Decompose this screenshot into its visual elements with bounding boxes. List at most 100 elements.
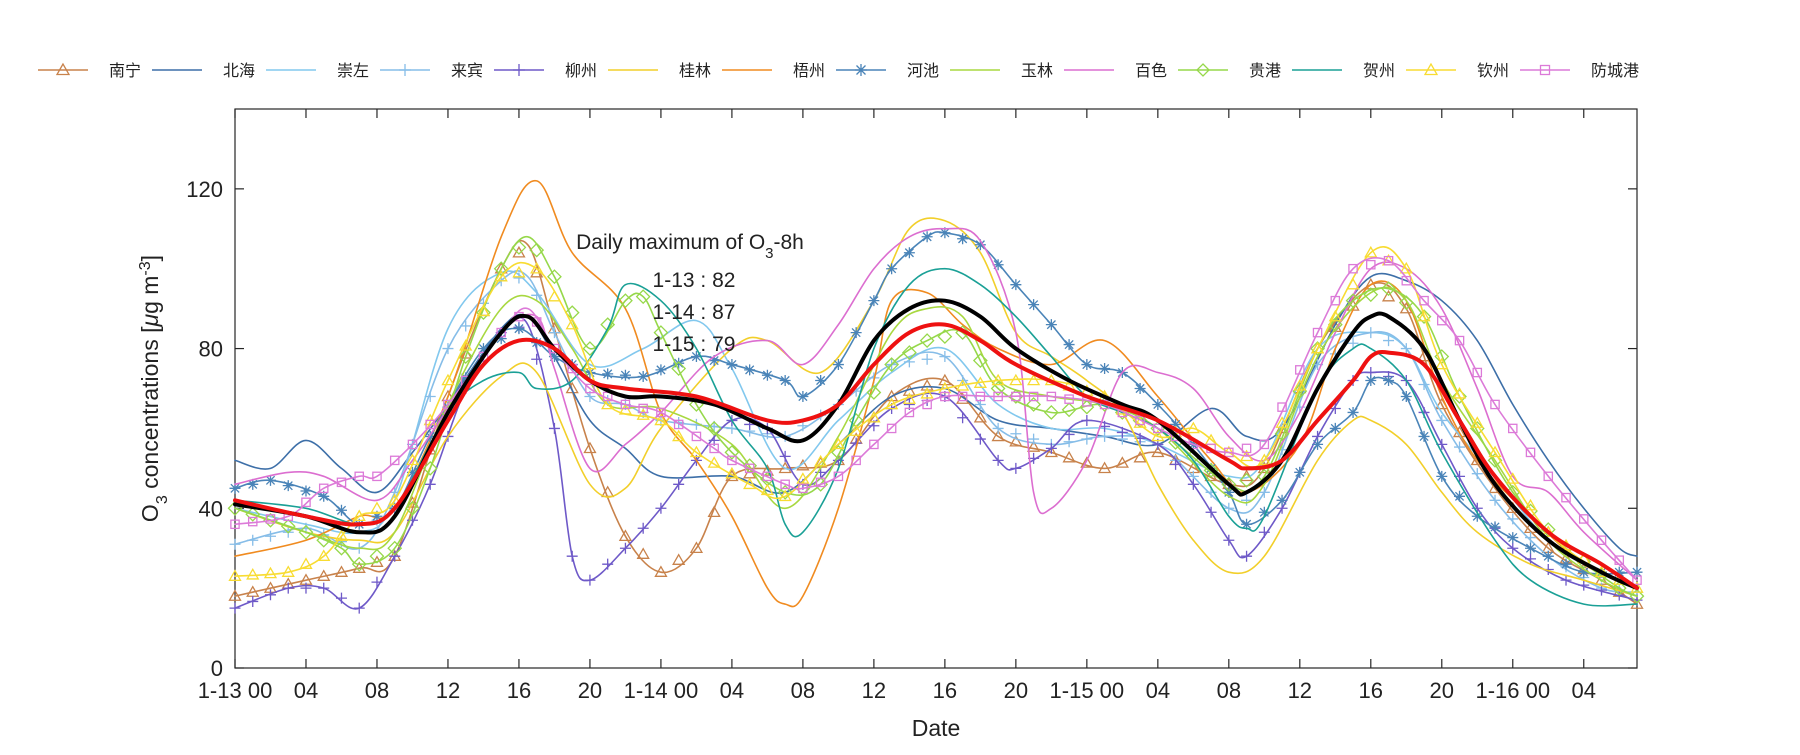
data-point xyxy=(369,548,385,564)
data-point xyxy=(1398,295,1414,311)
x-tick-label: 04 xyxy=(1146,678,1170,703)
data-point xyxy=(1011,391,1021,402)
series-station-6 xyxy=(234,180,1638,608)
data-point xyxy=(229,538,241,550)
data-point xyxy=(831,437,846,450)
data-point xyxy=(282,582,294,594)
data-point xyxy=(833,471,844,482)
data-point xyxy=(1418,379,1430,391)
data-point xyxy=(1241,443,1252,454)
data-point xyxy=(1489,521,1501,533)
data-point xyxy=(993,391,1003,402)
data-point xyxy=(1310,341,1325,354)
data-point xyxy=(956,379,970,391)
data-point xyxy=(1203,462,1219,478)
data-point xyxy=(744,364,756,376)
data-point xyxy=(282,480,294,492)
series-layer xyxy=(227,180,1645,614)
legend-label: 百色 xyxy=(1135,62,1167,80)
x-tick-label: 1-13 00 xyxy=(198,678,273,703)
data-point xyxy=(1061,402,1077,418)
data-point xyxy=(1116,426,1128,438)
data-point xyxy=(406,466,418,478)
data-point xyxy=(583,441,597,454)
x-tick-label: 1-14 00 xyxy=(624,678,699,703)
data-point xyxy=(547,289,562,302)
data-point xyxy=(1170,458,1182,470)
series-station-3 xyxy=(229,270,1643,598)
data-point xyxy=(476,305,491,321)
data-point xyxy=(354,471,365,482)
data-point xyxy=(1009,434,1023,447)
data-point xyxy=(656,407,666,418)
data-point xyxy=(1561,492,1571,503)
data-point xyxy=(334,565,349,577)
data-point xyxy=(972,353,988,368)
data-point xyxy=(1170,431,1181,442)
data-point xyxy=(1010,462,1022,474)
data-point xyxy=(671,361,687,376)
data-point xyxy=(1489,494,1501,506)
data-point xyxy=(1400,343,1412,355)
x-tick-label: 04 xyxy=(720,678,744,703)
data-point xyxy=(867,410,881,423)
data-point xyxy=(1223,534,1235,546)
data-point xyxy=(1043,405,1059,420)
data-point xyxy=(318,490,330,502)
data-point xyxy=(1259,439,1270,450)
series-line xyxy=(234,217,1638,597)
data-point xyxy=(1578,566,1590,578)
annotation-title-part: 3 xyxy=(765,245,773,262)
legend-item: 防城港 xyxy=(1520,62,1639,80)
data-point xyxy=(760,483,775,496)
data-point xyxy=(886,423,897,434)
data-point xyxy=(1348,263,1358,274)
y-axis-title-part: -3 xyxy=(137,261,154,275)
x-tick-label: 08 xyxy=(365,678,389,703)
data-point xyxy=(600,317,616,333)
data-point xyxy=(866,385,882,400)
data-point xyxy=(1578,579,1590,591)
data-point xyxy=(743,477,757,490)
data-point xyxy=(1223,502,1235,514)
data-point xyxy=(247,595,259,607)
data-point xyxy=(529,242,545,258)
data-point xyxy=(1419,295,1429,306)
series-station-5 xyxy=(234,217,1638,597)
data-point xyxy=(531,353,543,365)
y-axis-title-part: 3 xyxy=(154,495,171,504)
data-point xyxy=(263,566,278,579)
data-point xyxy=(708,355,720,367)
x-tick-label: 20 xyxy=(1430,678,1454,703)
data-point xyxy=(441,373,455,386)
legend-item: 贺州 xyxy=(1292,62,1395,80)
data-point xyxy=(280,518,296,534)
data-point xyxy=(1329,422,1341,434)
annotation-line: 1-13 : 82 xyxy=(653,269,736,292)
data-point xyxy=(1133,416,1147,428)
data-point xyxy=(635,289,651,305)
data-point xyxy=(1081,414,1093,426)
data-point xyxy=(653,325,669,341)
y-axis-title-part: concentrations [ xyxy=(137,326,163,495)
data-point xyxy=(351,556,367,572)
data-point xyxy=(726,359,738,371)
data-point xyxy=(673,419,684,430)
data-point xyxy=(957,412,969,424)
data-point xyxy=(442,401,454,413)
data-point xyxy=(1614,555,1625,565)
x-tick-label: 20 xyxy=(578,678,602,703)
data-point xyxy=(673,357,685,369)
data-point xyxy=(1507,532,1519,544)
data-point xyxy=(1629,588,1645,604)
data-point xyxy=(1437,315,1447,326)
data-point xyxy=(901,345,917,360)
data-point xyxy=(317,569,331,581)
data-point xyxy=(301,497,311,508)
data-point xyxy=(779,375,791,387)
data-point xyxy=(1399,301,1413,314)
data-point xyxy=(1063,428,1075,440)
data-point xyxy=(855,64,867,76)
data-point xyxy=(922,399,932,410)
